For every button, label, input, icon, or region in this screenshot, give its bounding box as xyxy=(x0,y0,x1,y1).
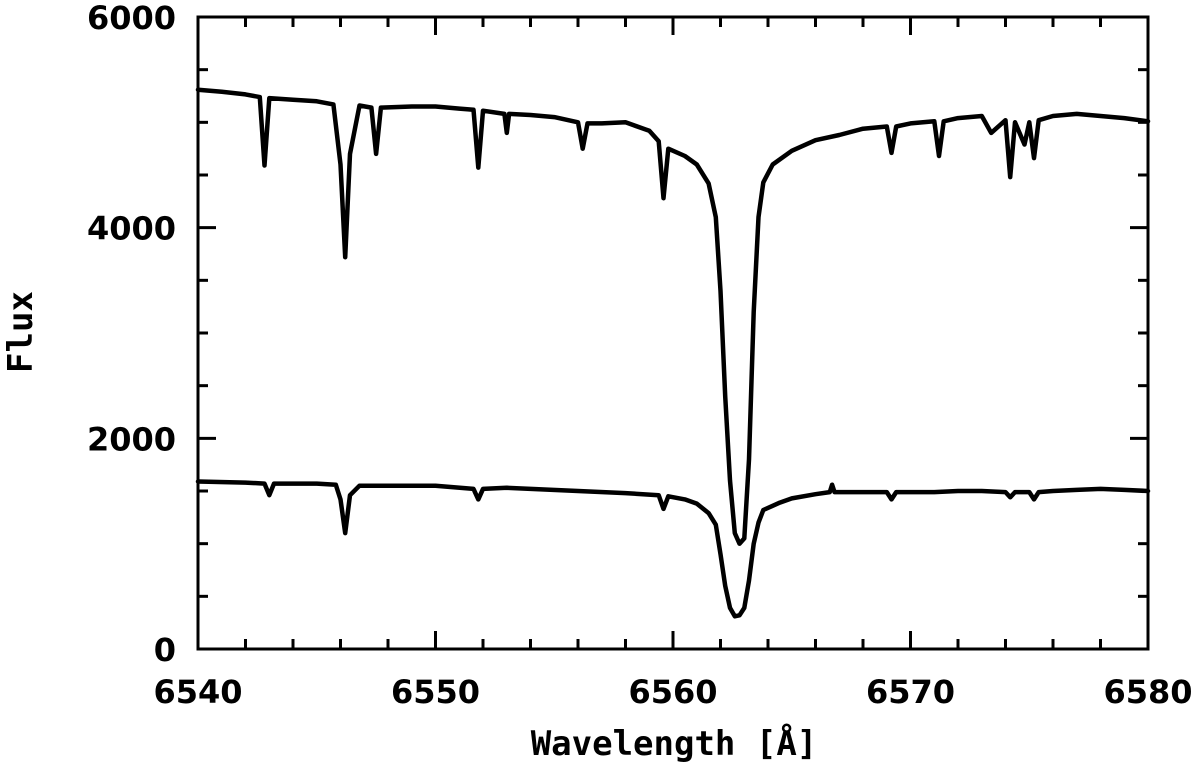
x-axis-title: Wavelength [Å] xyxy=(531,723,818,764)
axes: 6540 6550 6560 6570 6580 0 2000 4000 6000 xyxy=(87,0,1193,711)
y-tick-label: 0 xyxy=(154,631,176,669)
series-layer xyxy=(195,87,1151,619)
plot-frame xyxy=(196,15,1150,651)
y-tick-label: 2000 xyxy=(87,420,176,458)
spectrum-line-2 xyxy=(195,479,1151,619)
x-tick-label: 6580 xyxy=(1103,673,1192,711)
x-tick-label: 6540 xyxy=(153,673,242,711)
x-tick-label: 6550 xyxy=(391,673,480,711)
y-axis-title: Flux xyxy=(1,291,41,373)
x-tick-label: 6560 xyxy=(628,673,717,711)
y-tick-label: 6000 xyxy=(87,0,176,37)
x-tick-label: 6570 xyxy=(866,673,955,711)
spectrum-line-1 xyxy=(195,87,1151,546)
y-tick-label: 4000 xyxy=(87,210,176,248)
